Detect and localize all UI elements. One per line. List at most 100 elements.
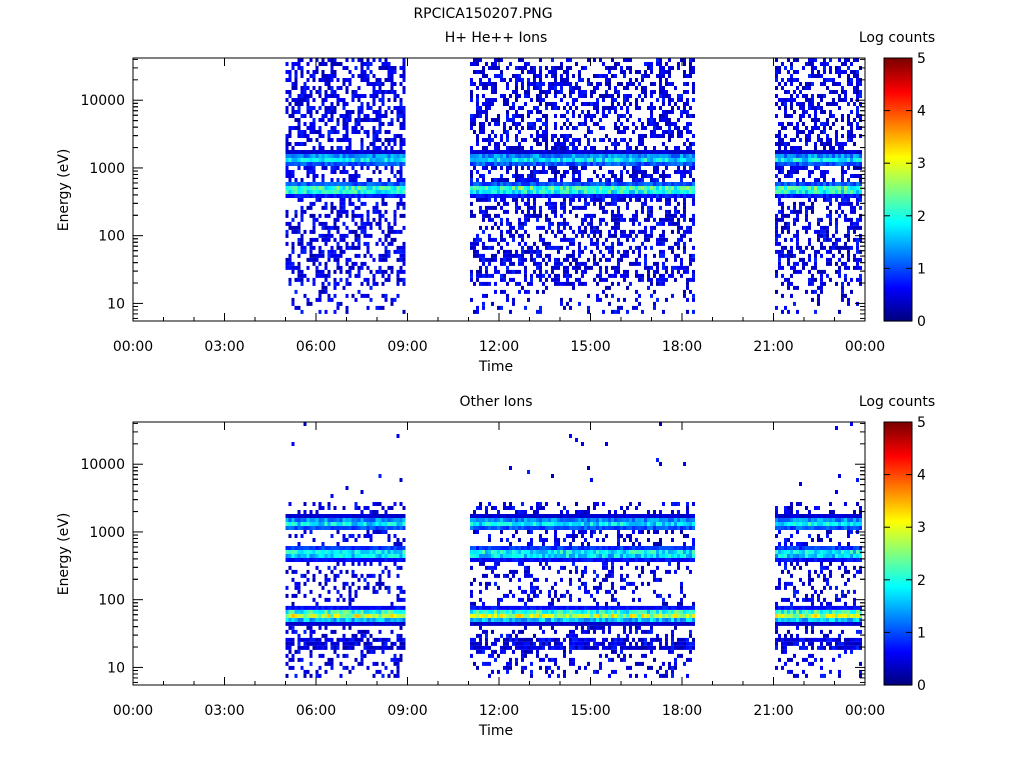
spectrogram-cell: [581, 94, 584, 98]
spectrogram-cell: [378, 98, 382, 102]
spectrogram-cell: [605, 190, 608, 194]
spectrogram-cell: [563, 190, 566, 194]
spectrogram-cell: [665, 150, 668, 154]
spectrogram-cell: [674, 102, 677, 106]
spectrogram-cell: [476, 58, 479, 62]
spectrogram-cell: [593, 58, 596, 62]
spectrogram-cell: [829, 58, 832, 62]
spectrogram-cell: [357, 190, 361, 194]
spectrogram-cell: [596, 150, 599, 154]
spectrogram-cell: [554, 277, 557, 282]
spectrogram-cell: [348, 201, 352, 206]
spectrogram-cell: [336, 158, 340, 162]
spectrogram-cell: [853, 158, 856, 162]
spectrogram-cell: [539, 265, 542, 270]
spectrogram-cell: [638, 245, 641, 250]
spectrogram-cell: [396, 257, 400, 262]
spectrogram-cell: [330, 297, 334, 302]
spectrogram-cell: [569, 94, 572, 98]
spectrogram-cell: [318, 146, 322, 150]
spectrogram-cell: [402, 205, 406, 210]
spectrogram-cell: [503, 154, 506, 158]
spectrogram-cell: [778, 194, 781, 198]
spectrogram-cell: [599, 154, 602, 158]
spectrogram-cell: [333, 94, 337, 98]
spectrogram-cell: [796, 245, 799, 250]
spectrogram-cell: [518, 241, 521, 246]
spectrogram-cell: [557, 142, 560, 146]
spectrogram-cell: [593, 90, 596, 94]
spectrogram-cell: [844, 245, 847, 250]
spectrogram-cell: [838, 265, 841, 270]
spectrogram-cell: [381, 62, 385, 66]
spectrogram-cell: [790, 122, 793, 126]
spectrogram-cell: [330, 78, 334, 82]
spectrogram-cell: [620, 241, 623, 246]
spectrogram-cell: [336, 122, 340, 126]
spectrogram-cell: [402, 194, 406, 198]
spectrogram-cell: [665, 269, 668, 274]
spectrogram-cell: [497, 142, 500, 146]
spectrogram-cell: [853, 118, 856, 122]
spectrogram-cell: [336, 102, 340, 106]
spectrogram-cell: [378, 209, 382, 214]
spectrogram-cell: [294, 102, 298, 106]
spectrogram-cell: [533, 158, 536, 162]
spectrogram-cell: [527, 122, 530, 126]
spectrogram-cell: [360, 94, 364, 98]
colorbar-label: Log counts: [859, 394, 935, 410]
spectrogram-cell: [291, 162, 295, 166]
spectrogram-cell: [366, 162, 370, 166]
spectrogram-cell: [608, 78, 611, 82]
spectrogram-cell: [372, 82, 376, 86]
spectrogram-cell: [787, 170, 790, 174]
spectrogram-cell: [856, 217, 859, 222]
spectrogram-cell: [345, 154, 349, 158]
spectrogram-cell: [805, 182, 808, 186]
spectrogram-cell: [587, 309, 590, 314]
spectrogram-cell: [808, 150, 811, 154]
spectrogram-cell: [476, 237, 479, 242]
spectrogram-cell: [635, 186, 638, 190]
colorbar-swatch: [884, 134, 912, 138]
panel-title: Other Ions: [459, 394, 532, 410]
spectrogram-cell: [500, 138, 503, 142]
spectrogram-cell: [303, 581, 307, 586]
spectrogram-cell: [396, 269, 400, 274]
spectrogram-cell: [306, 138, 310, 142]
spectrogram-cell: [297, 229, 301, 234]
spectrogram-cell: [638, 82, 641, 86]
spectrogram-cell: [372, 110, 376, 114]
spectrogram-cell: [647, 186, 650, 190]
spectrogram-cell: [605, 182, 608, 186]
spectrogram-cell: [680, 154, 683, 158]
spectrogram-cell: [351, 150, 355, 154]
spectrogram-cell: [674, 158, 677, 162]
spectrogram-cell: [856, 158, 859, 162]
spectrogram-cell: [303, 617, 307, 622]
spectrogram-cell: [321, 194, 325, 198]
spectrogram-cell: [345, 186, 349, 190]
spectrogram-cell: [506, 158, 509, 162]
spectrogram-cell: [575, 265, 578, 270]
spectrogram-cell: [569, 90, 572, 94]
spectrogram-cell: [536, 273, 539, 278]
spectrogram-cell: [859, 190, 862, 194]
spectrogram-cell: [527, 126, 530, 130]
spectrogram-cell: [324, 106, 328, 110]
spectrogram-cell: [626, 273, 629, 278]
spectrogram-cell: [291, 625, 295, 630]
spectrogram-cell: [363, 221, 367, 226]
spectrogram-cell: [512, 106, 515, 110]
spectrogram-cell: [677, 209, 680, 214]
spectrogram-cell: [309, 170, 313, 174]
spectrogram-cell: [617, 114, 620, 118]
spectrogram-cell: [521, 261, 524, 266]
spectrogram-cell: [823, 281, 826, 286]
spectrogram-cell: [614, 62, 617, 66]
spectrogram-cell: [811, 190, 814, 194]
spectrogram-cell: [781, 293, 784, 298]
spectrogram-cell: [402, 182, 406, 186]
spectrogram-cell: [859, 273, 862, 278]
spectrogram-cell: [593, 229, 596, 234]
